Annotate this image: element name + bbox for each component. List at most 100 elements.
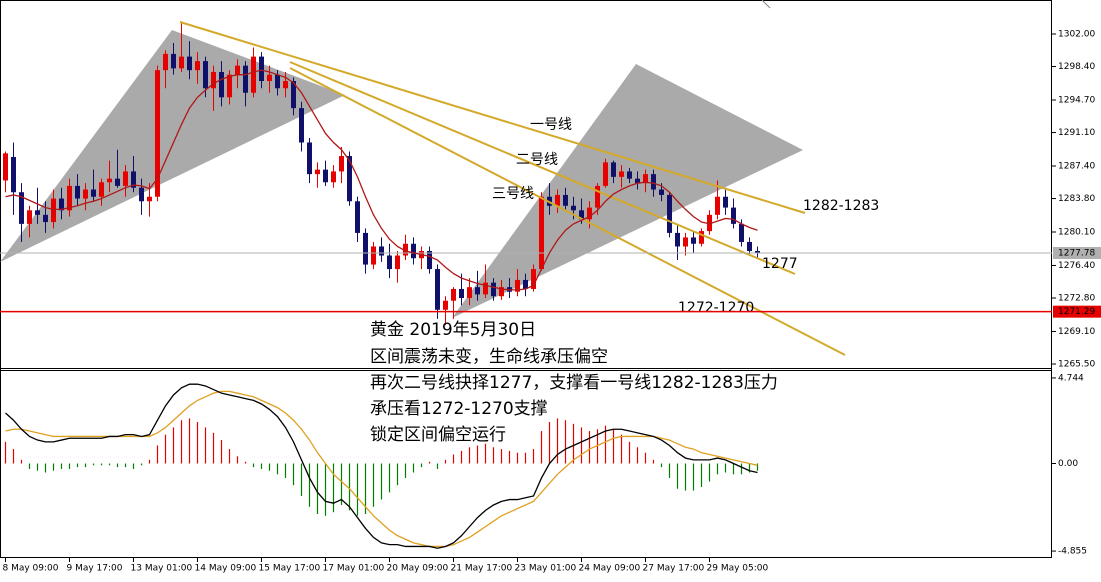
candle-body bbox=[211, 71, 216, 89]
candle-body bbox=[387, 255, 392, 270]
candle-body bbox=[91, 189, 96, 197]
candle-body bbox=[275, 74, 280, 89]
y-tick-label: 0.00 bbox=[1058, 459, 1078, 469]
line-label: 三号线 bbox=[492, 186, 534, 202]
candle-body bbox=[563, 194, 568, 206]
y-tick-label: 1265.50 bbox=[1058, 360, 1095, 370]
candle-body bbox=[403, 243, 408, 256]
candle-body bbox=[635, 178, 640, 184]
candle-body bbox=[331, 171, 336, 183]
candle-body bbox=[363, 232, 368, 265]
candle-body bbox=[155, 70, 160, 197]
candle-body bbox=[75, 185, 80, 199]
candle-body bbox=[179, 56, 184, 69]
candle-body bbox=[627, 171, 632, 179]
candle-body bbox=[459, 288, 464, 299]
candle-body bbox=[651, 174, 656, 190]
y-tick-label: 1298.40 bbox=[1058, 62, 1095, 72]
price-tag-label: 1271.29 bbox=[1058, 307, 1095, 317]
candle-body bbox=[371, 246, 376, 265]
candle-body bbox=[187, 56, 192, 71]
candle-body bbox=[259, 56, 264, 82]
candle-body bbox=[299, 108, 304, 143]
candle-body bbox=[603, 162, 608, 186]
candle-body bbox=[27, 210, 32, 224]
x-tick-label: 15 May 17:00 bbox=[259, 564, 321, 574]
candle-body bbox=[347, 156, 352, 202]
y-tick-label: 4.744 bbox=[1058, 373, 1084, 383]
x-tick-label: 24 May 09:00 bbox=[579, 564, 641, 574]
y-tick-label: 1276.40 bbox=[1058, 261, 1095, 271]
candle-body bbox=[267, 74, 272, 82]
candle-body bbox=[499, 287, 504, 297]
y-tick-label: 1283.80 bbox=[1058, 194, 1095, 204]
x-tick-label: 8 May 09:00 bbox=[3, 564, 59, 574]
y-tick-label: 1287.40 bbox=[1058, 162, 1095, 172]
candle-body bbox=[323, 169, 328, 183]
y-tick-label: 1294.70 bbox=[1058, 96, 1095, 106]
candle-body bbox=[339, 156, 344, 172]
candle-body bbox=[755, 250, 760, 253]
candle-body bbox=[443, 300, 448, 310]
candle-body bbox=[131, 171, 136, 188]
y-tick-label: 1272.80 bbox=[1058, 294, 1095, 304]
y-tick-label: -4.855 bbox=[1058, 547, 1087, 557]
candle-body bbox=[515, 279, 520, 292]
y-tick-label: 1280.10 bbox=[1058, 228, 1095, 238]
candle-body bbox=[11, 156, 16, 193]
trend-line bbox=[289, 67, 846, 356]
candle-body bbox=[643, 174, 648, 184]
candle-body bbox=[291, 81, 296, 109]
note-line: 再次二号线抉择1277，支撑看一号线1282-1283压力 bbox=[370, 373, 778, 393]
candle-body bbox=[555, 194, 560, 206]
candle-body bbox=[467, 287, 472, 299]
candle-body bbox=[19, 192, 24, 224]
candle-body bbox=[659, 189, 664, 195]
candle-body bbox=[579, 210, 584, 220]
candle-body bbox=[115, 178, 120, 186]
candle-body bbox=[235, 65, 240, 75]
candle-body bbox=[619, 171, 624, 177]
candle-body bbox=[723, 196, 728, 208]
y-tick-label: 1291.10 bbox=[1058, 128, 1095, 138]
candle-body bbox=[195, 61, 200, 71]
x-tick-label: 21 May 17:00 bbox=[451, 564, 513, 574]
marker bbox=[761, 0, 771, 9]
x-tick-label: 27 May 17:00 bbox=[643, 564, 705, 574]
trend-line bbox=[289, 61, 796, 275]
candle-body bbox=[427, 250, 432, 270]
signal-line bbox=[5, 390, 758, 548]
candles bbox=[3, 22, 760, 326]
candle-body bbox=[147, 196, 152, 202]
level-label: 1277 bbox=[762, 256, 798, 272]
candle-body bbox=[707, 214, 712, 232]
candle-body bbox=[683, 237, 688, 247]
candle-body bbox=[483, 282, 488, 295]
candle-body bbox=[3, 153, 8, 181]
candle-body bbox=[531, 269, 536, 289]
candle-body bbox=[123, 171, 128, 186]
candle-body bbox=[523, 279, 528, 289]
candle-body bbox=[243, 65, 248, 93]
candle-body bbox=[59, 198, 64, 211]
x-tick-label: 17 May 01:00 bbox=[323, 564, 385, 574]
candle-body bbox=[203, 61, 208, 89]
candle-body bbox=[43, 214, 48, 223]
candle-body bbox=[539, 196, 544, 270]
candle-body bbox=[283, 81, 288, 89]
candle-body bbox=[595, 185, 600, 208]
note-line: 锁定区间偏空运行 bbox=[370, 425, 506, 445]
candle-body bbox=[739, 223, 744, 242]
line-label: 二号线 bbox=[516, 152, 558, 168]
candle-body bbox=[571, 205, 576, 211]
candle-body bbox=[747, 241, 752, 251]
note-line: 承压看1272-1270支撑 bbox=[370, 399, 548, 419]
candle-body bbox=[83, 189, 88, 199]
candle-body bbox=[587, 207, 592, 220]
candle-body bbox=[315, 169, 320, 175]
candle-body bbox=[715, 196, 720, 215]
macd-line bbox=[5, 383, 758, 549]
y-tick-label: 1302.00 bbox=[1058, 29, 1095, 39]
